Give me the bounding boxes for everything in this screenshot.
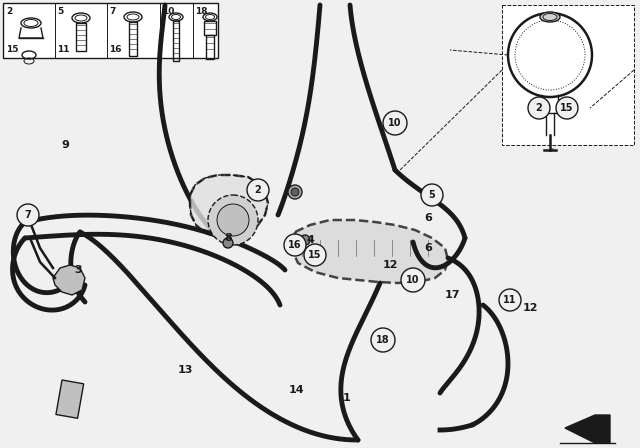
Text: 18: 18 <box>195 7 207 16</box>
Bar <box>76 23 86 51</box>
Text: 11: 11 <box>503 295 516 305</box>
Circle shape <box>499 289 521 311</box>
Bar <box>206 35 214 59</box>
Circle shape <box>383 111 407 135</box>
Circle shape <box>371 328 395 352</box>
Bar <box>3 3 218 58</box>
Text: 12: 12 <box>382 260 397 270</box>
Circle shape <box>304 244 326 266</box>
Circle shape <box>208 195 258 245</box>
Polygon shape <box>190 175 268 237</box>
Text: 8: 8 <box>224 233 232 243</box>
Circle shape <box>291 188 299 196</box>
Text: 4: 4 <box>306 235 314 245</box>
Text: 12: 12 <box>522 303 538 313</box>
Text: 16: 16 <box>109 45 122 54</box>
Text: 3: 3 <box>74 265 82 275</box>
Text: 5: 5 <box>57 7 63 16</box>
Text: 6: 6 <box>424 213 432 223</box>
Bar <box>129 22 137 56</box>
Text: 10: 10 <box>162 7 174 16</box>
Bar <box>173 21 179 61</box>
Text: 13: 13 <box>177 365 193 375</box>
Circle shape <box>223 238 233 248</box>
Bar <box>56 380 84 418</box>
Text: 1: 1 <box>343 393 351 403</box>
Polygon shape <box>53 265 85 295</box>
Bar <box>204 21 216 35</box>
Polygon shape <box>565 415 610 443</box>
Text: 16: 16 <box>288 240 301 250</box>
Text: 15: 15 <box>308 250 322 260</box>
Text: 5: 5 <box>429 190 435 200</box>
Text: 15: 15 <box>560 103 573 113</box>
Text: 2: 2 <box>6 7 12 16</box>
Text: 7: 7 <box>24 210 31 220</box>
Text: 10: 10 <box>406 275 420 285</box>
Text: 10: 10 <box>388 118 402 128</box>
Circle shape <box>401 268 425 292</box>
Circle shape <box>17 204 39 226</box>
Text: 15: 15 <box>6 45 19 54</box>
Circle shape <box>247 179 269 201</box>
Text: 6: 6 <box>424 243 432 253</box>
Text: 2: 2 <box>536 103 542 113</box>
Text: 14: 14 <box>289 385 305 395</box>
Circle shape <box>556 97 578 119</box>
Circle shape <box>217 204 249 236</box>
Text: 2: 2 <box>255 185 261 195</box>
Ellipse shape <box>540 12 560 22</box>
Bar <box>502 5 634 145</box>
Text: 9: 9 <box>61 140 69 150</box>
Circle shape <box>421 184 443 206</box>
Circle shape <box>528 97 550 119</box>
Text: 11: 11 <box>57 45 70 54</box>
Circle shape <box>288 185 302 199</box>
Text: 7: 7 <box>109 7 115 16</box>
Circle shape <box>300 235 310 245</box>
Text: 18: 18 <box>376 335 390 345</box>
Text: 17: 17 <box>444 290 460 300</box>
Circle shape <box>284 234 306 256</box>
Polygon shape <box>293 220 448 283</box>
